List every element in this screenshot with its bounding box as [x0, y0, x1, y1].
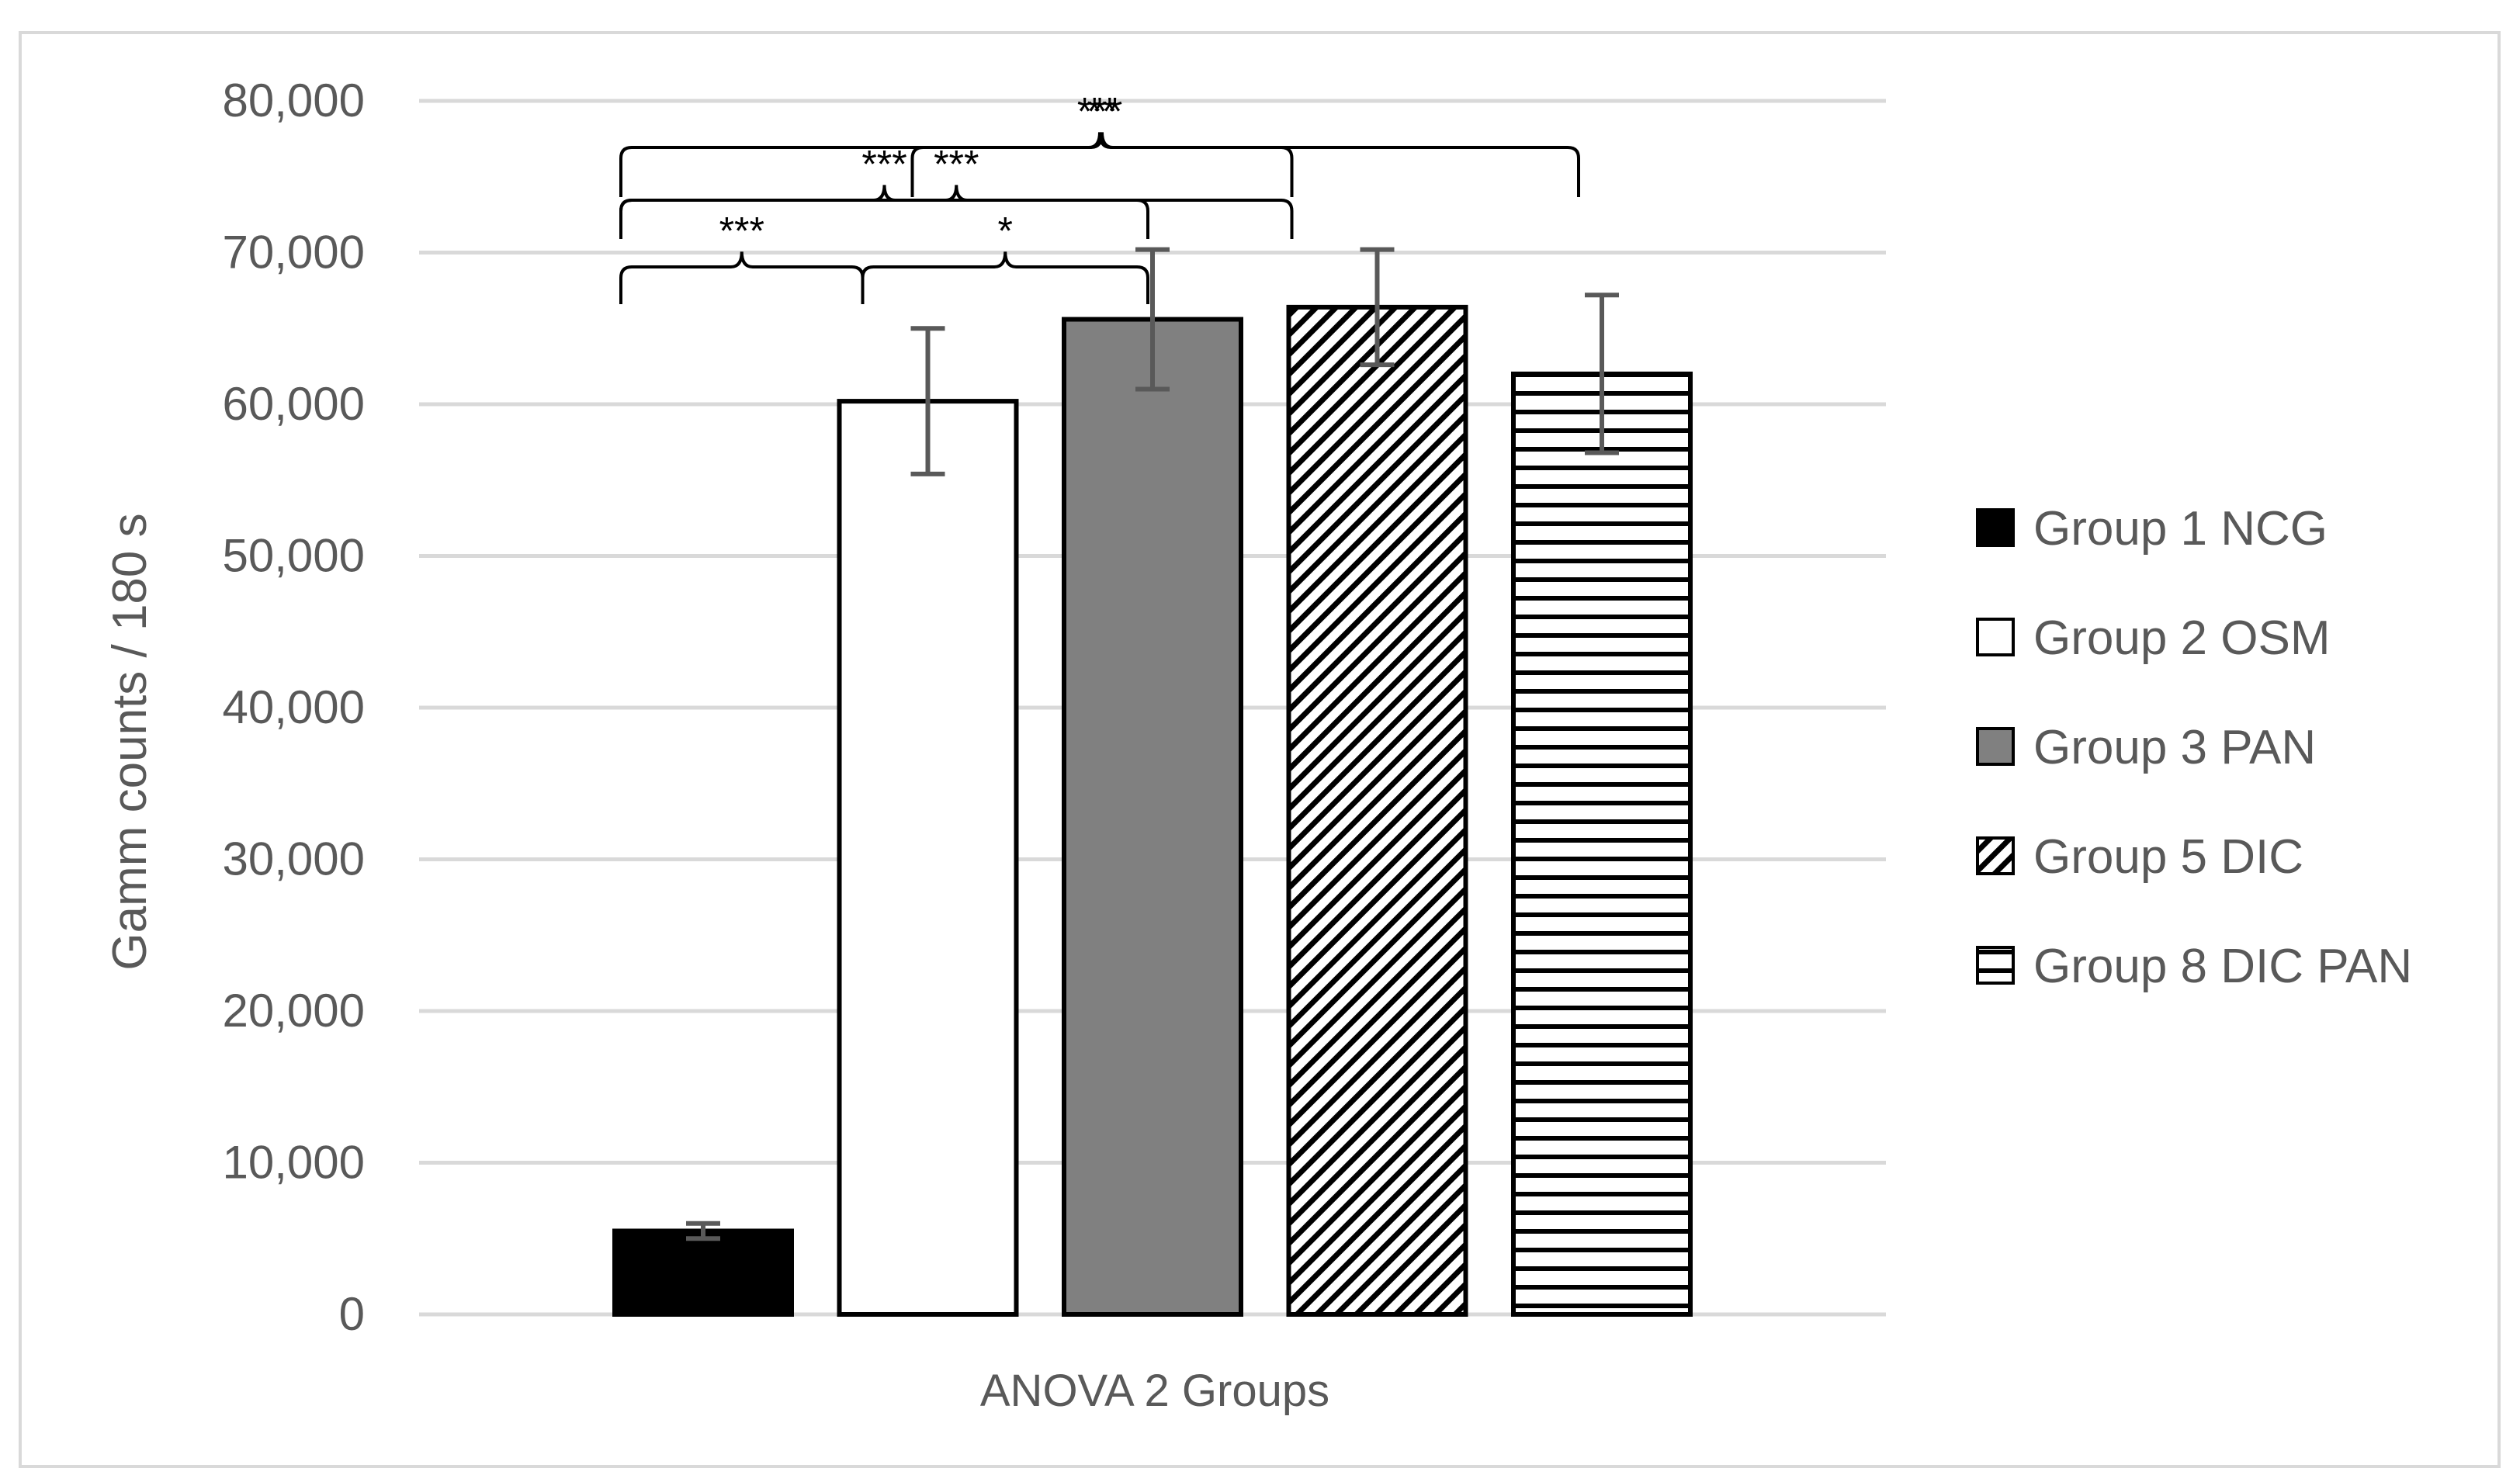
legend-swatch	[1976, 836, 2015, 875]
legend-item: Group 3 PAN	[1976, 721, 2316, 774]
significance-label: ***	[861, 142, 906, 185]
y-tick-label: 80,000	[222, 74, 365, 126]
bars	[612, 304, 1693, 1318]
significance-label: ***	[719, 209, 764, 252]
y-tick-label: 10,000	[222, 1137, 365, 1189]
error-bar	[1360, 247, 1395, 368]
significance-bracket	[619, 185, 1294, 239]
error-bar	[1585, 293, 1619, 455]
error-bar	[1135, 247, 1170, 392]
bar-group-5-dic	[1286, 304, 1468, 1317]
bar-group-2-osm	[837, 399, 1019, 1318]
legend-swatch	[1976, 727, 2015, 766]
chart-border	[19, 31, 2501, 1468]
significance-bracket	[619, 251, 865, 304]
y-tick-label: 70,000	[222, 227, 365, 279]
error-bar	[910, 326, 945, 476]
legend-item: Group 2 OSM	[1976, 611, 2330, 665]
y-tick-label: 50,000	[222, 530, 365, 582]
bar-group-1-ncg	[612, 1228, 794, 1317]
error-bar	[686, 1221, 720, 1241]
legend-label: Group 3 PAN	[2033, 721, 2316, 774]
legend-item: Group 5 DIC	[1976, 830, 2303, 884]
bar-group-3-pan	[1062, 317, 1243, 1317]
significance-bracket	[619, 132, 1580, 197]
legend-swatch	[1976, 946, 2015, 985]
bar-group-8-dic-pan	[1511, 371, 1693, 1317]
significance-brackets: *** **** ********	[619, 89, 1580, 304]
legend: Group 1 NCG Group 2 OSM Group 3 PAN Group 5…	[1976, 502, 2412, 993]
significance-label: *	[998, 209, 1013, 252]
legend-label: Group 1 NCG	[2033, 502, 2328, 556]
legend-label: Group 8 DIC PAN	[2033, 940, 2412, 993]
significance-label: **	[1087, 89, 1118, 133]
error-bars	[686, 247, 1619, 1241]
y-tick-label: 0	[339, 1288, 365, 1340]
y-tick-label: 30,000	[222, 833, 365, 885]
legend-item: Group 1 NCG	[1976, 502, 2328, 556]
y-tick-label: 20,000	[222, 985, 365, 1037]
significance-label: ***	[934, 142, 979, 185]
y-axis-label: Gamm counts / 180 s	[103, 513, 157, 970]
legend-item: Group 8 DIC PAN	[1976, 940, 2412, 993]
significance-bracket	[861, 251, 1149, 304]
legend-label: Group 5 DIC	[2033, 830, 2303, 884]
y-axis-tick-labels: 0 10,000 20,000 30,000 40,000 50,000 60,000 70,…	[222, 74, 365, 1340]
y-tick-label: 60,000	[222, 378, 365, 430]
x-axis-category-label: ANOVA 2 Groups	[980, 1366, 1329, 1416]
legend-label: Group 2 OSM	[2033, 611, 2330, 665]
y-tick-label: 40,000	[222, 681, 365, 733]
significance-label: ***	[1077, 89, 1122, 133]
legend-swatch	[1976, 508, 2015, 547]
legend-swatch	[1976, 618, 2015, 656]
